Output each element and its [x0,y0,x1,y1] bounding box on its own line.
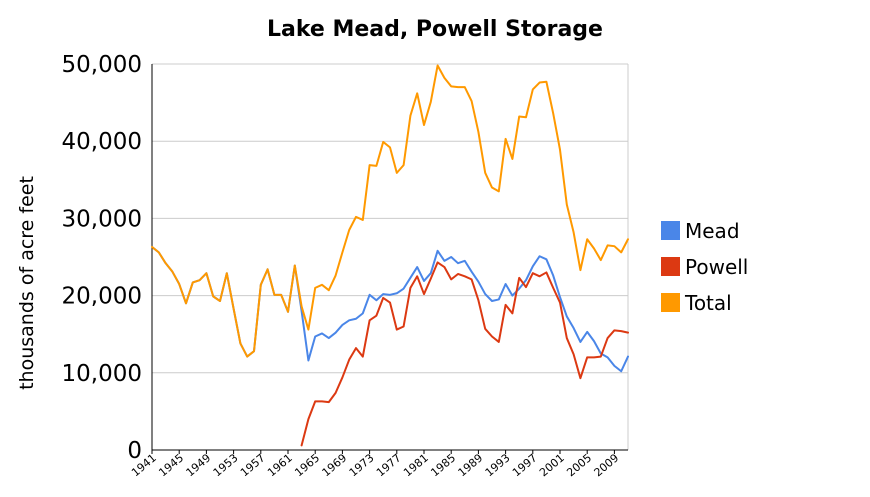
legend: Mead Powell Total [661,219,748,315]
y-tick-labels: 0 10,000 20,000 30,000 40,000 50,000 [62,52,142,464]
y-tick-label: 0 [127,438,142,464]
y-tick-label: 10,000 [62,361,142,387]
chart-title: Lake Mead, Powell Storage [267,17,603,42]
legend-swatch-powell [661,257,680,276]
y-tick-label: 40,000 [62,129,142,155]
legend-label-total: Total [684,291,732,315]
legend-label-mead: Mead [685,219,740,243]
series-line-powell [300,261,629,447]
legend-swatch-total [661,293,680,312]
y-tick-label: 20,000 [62,284,142,310]
series-line-total [151,64,629,358]
legend-label-powell: Powell [685,255,748,279]
series-lines [151,64,629,447]
y-tick-label: 50,000 [62,52,142,78]
axes [151,64,628,454]
legend-swatch-mead [661,221,680,240]
y-tick-label: 30,000 [62,206,142,232]
y-axis-label: thousands of acre feet [16,176,38,390]
